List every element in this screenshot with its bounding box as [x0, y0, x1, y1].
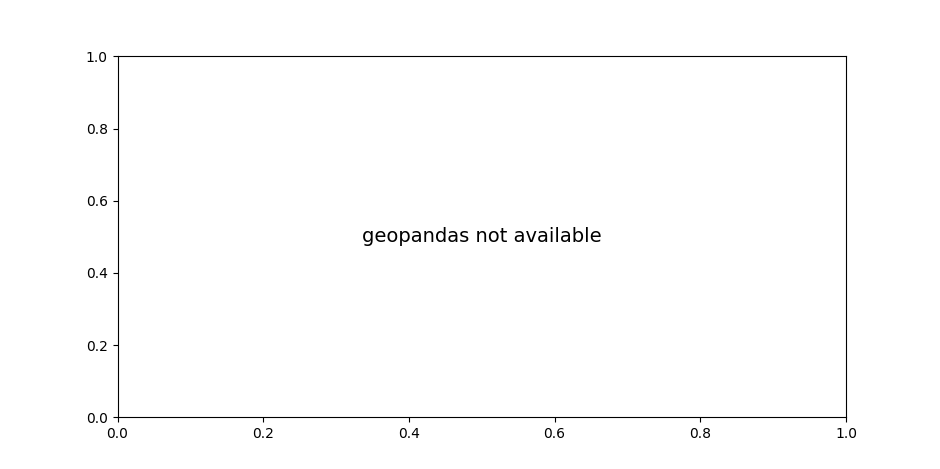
- Text: geopandas not available: geopandas not available: [362, 227, 602, 246]
